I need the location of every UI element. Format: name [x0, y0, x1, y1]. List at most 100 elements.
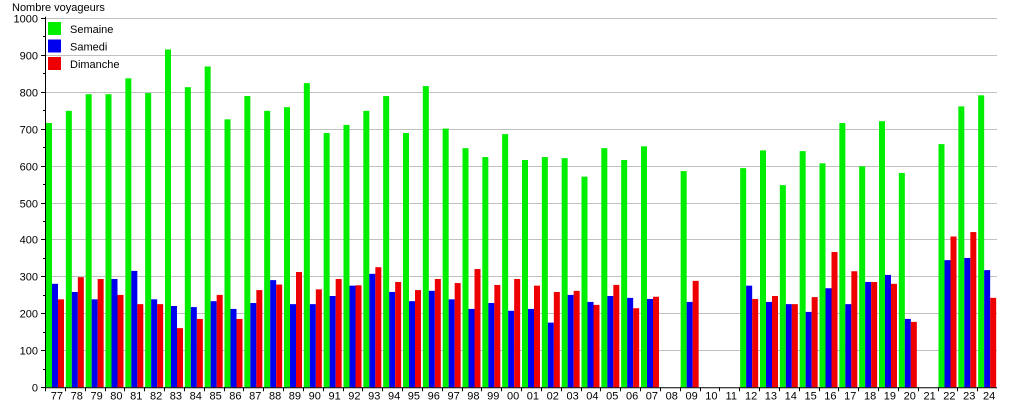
bar-samedi-88 — [270, 280, 277, 388]
bar-semaine-88 — [264, 110, 271, 388]
bar-dimanche-07 — [653, 296, 659, 388]
bar-semaine-81 — [125, 78, 132, 388]
y-tick-label: 0 — [32, 383, 38, 395]
x-tick-label: 17 — [844, 390, 856, 400]
bar-dimanche-09 — [692, 280, 699, 388]
bar-dimanche-18 — [871, 281, 878, 388]
bar-samedi-87 — [250, 303, 257, 388]
bar-semaine-97 — [442, 128, 449, 388]
x-tick-label: 97 — [447, 390, 459, 400]
bar-dimanche-20 — [910, 321, 917, 388]
x-tick-label: 08 — [666, 390, 678, 400]
x-tick-label: 11 — [726, 390, 737, 400]
bar-semaine-07 — [641, 146, 647, 388]
x-tick-label: 88 — [269, 390, 281, 400]
bar-semaine-84 — [184, 87, 191, 388]
x-tick-label: 90 — [309, 390, 321, 400]
bar-samedi-05 — [607, 296, 614, 388]
bar-samedi-89 — [290, 304, 296, 388]
bar-dimanche-88 — [276, 284, 283, 388]
bar-dimanche-84 — [196, 318, 203, 388]
bar-dimanche-22 — [950, 236, 957, 388]
bar-samedi-04 — [587, 301, 594, 388]
y-tick-label: 900 — [20, 51, 38, 63]
x-tick-label: 18 — [864, 390, 876, 400]
bar-semaine-78 — [65, 110, 72, 388]
bar-samedi-02 — [547, 322, 554, 388]
x-tick-label: 14 — [785, 390, 797, 400]
bar-semaine-23 — [958, 106, 965, 388]
bar-semaine-95 — [403, 133, 409, 388]
bar-dimanche-97 — [454, 283, 461, 388]
y-tick-label: 1000 — [14, 14, 38, 26]
x-tick-label: 12 — [745, 390, 757, 400]
bar-samedi-22 — [944, 260, 951, 388]
legend-swatch-dimanche — [48, 57, 61, 70]
bar-samedi-13 — [766, 301, 772, 388]
x-tick-label: 78 — [71, 390, 83, 400]
bar-dimanche-87 — [256, 290, 263, 388]
bar-semaine-82 — [145, 93, 152, 388]
bar-samedi-12 — [746, 285, 753, 388]
bar-dimanche-82 — [157, 304, 164, 388]
bar-semaine-96 — [422, 86, 429, 388]
bar-dimanche-04 — [593, 304, 600, 388]
bar-samedi-20 — [904, 318, 911, 388]
bar-semaine-93 — [363, 110, 370, 388]
bar-dimanche-03 — [573, 290, 580, 388]
bar-dimanche-80 — [117, 294, 124, 388]
bar-dimanche-99 — [494, 284, 501, 388]
x-tick-label: 06 — [626, 390, 638, 400]
bar-semaine-20 — [898, 172, 905, 388]
x-tick-label: 07 — [646, 390, 658, 400]
x-tick-label: 84 — [190, 390, 202, 400]
x-tick-label: 81 — [130, 390, 142, 400]
x-tick-label: 13 — [765, 390, 777, 400]
bar-dimanche-79 — [97, 279, 104, 388]
bars — [46, 49, 997, 388]
bar-dimanche-13 — [772, 296, 778, 388]
y-tick-label: 700 — [20, 125, 38, 137]
y-axis-label: Nombre voyageurs — [12, 2, 105, 14]
y-tick-label: 800 — [20, 88, 38, 100]
bar-samedi-06 — [627, 297, 634, 388]
x-tick-label: 91 — [328, 390, 340, 400]
bar-samedi-15 — [805, 311, 812, 388]
x-tick-label: 77 — [51, 390, 63, 400]
x-tick-label: 85 — [209, 390, 221, 400]
bar-semaine-13 — [760, 150, 766, 388]
bar-dimanche-15 — [811, 297, 818, 388]
bar-dimanche-85 — [216, 294, 223, 388]
x-tick-label: 79 — [90, 390, 102, 400]
x-tick-label: 19 — [884, 390, 896, 400]
bar-samedi-83 — [171, 305, 177, 388]
bar-semaine-06 — [621, 159, 628, 388]
x-tick-label: 89 — [289, 390, 301, 400]
bar-dimanche-17 — [851, 271, 858, 388]
legend: Semaine Samedi Dimanche — [48, 22, 120, 71]
x-tick-label: 94 — [388, 390, 400, 400]
bar-semaine-14 — [779, 185, 786, 388]
x-tick-label: 24 — [983, 390, 995, 400]
bar-dimanche-86 — [236, 318, 243, 388]
bar-samedi-92 — [349, 285, 356, 388]
bar-samedi-93 — [369, 273, 376, 388]
bar-dimanche-23 — [970, 232, 977, 388]
bar-samedi-24 — [984, 270, 991, 388]
bar-dimanche-94 — [395, 281, 402, 388]
bar-samedi-96 — [428, 290, 435, 388]
x-tick-label: 86 — [229, 390, 241, 400]
x-tick-label: 82 — [150, 390, 162, 400]
bar-dimanche-02 — [553, 291, 560, 388]
bar-samedi-90 — [309, 304, 316, 388]
bar-semaine-19 — [879, 121, 885, 388]
bar-dimanche-96 — [434, 279, 441, 388]
y-tick-label: 600 — [20, 162, 38, 174]
x-tick-label: 22 — [943, 390, 955, 400]
bar-semaine-99 — [482, 157, 489, 388]
bar-semaine-92 — [343, 124, 350, 388]
bar-dimanche-24 — [990, 297, 997, 388]
bar-semaine-94 — [383, 96, 390, 388]
bar-semaine-17 — [839, 123, 846, 388]
